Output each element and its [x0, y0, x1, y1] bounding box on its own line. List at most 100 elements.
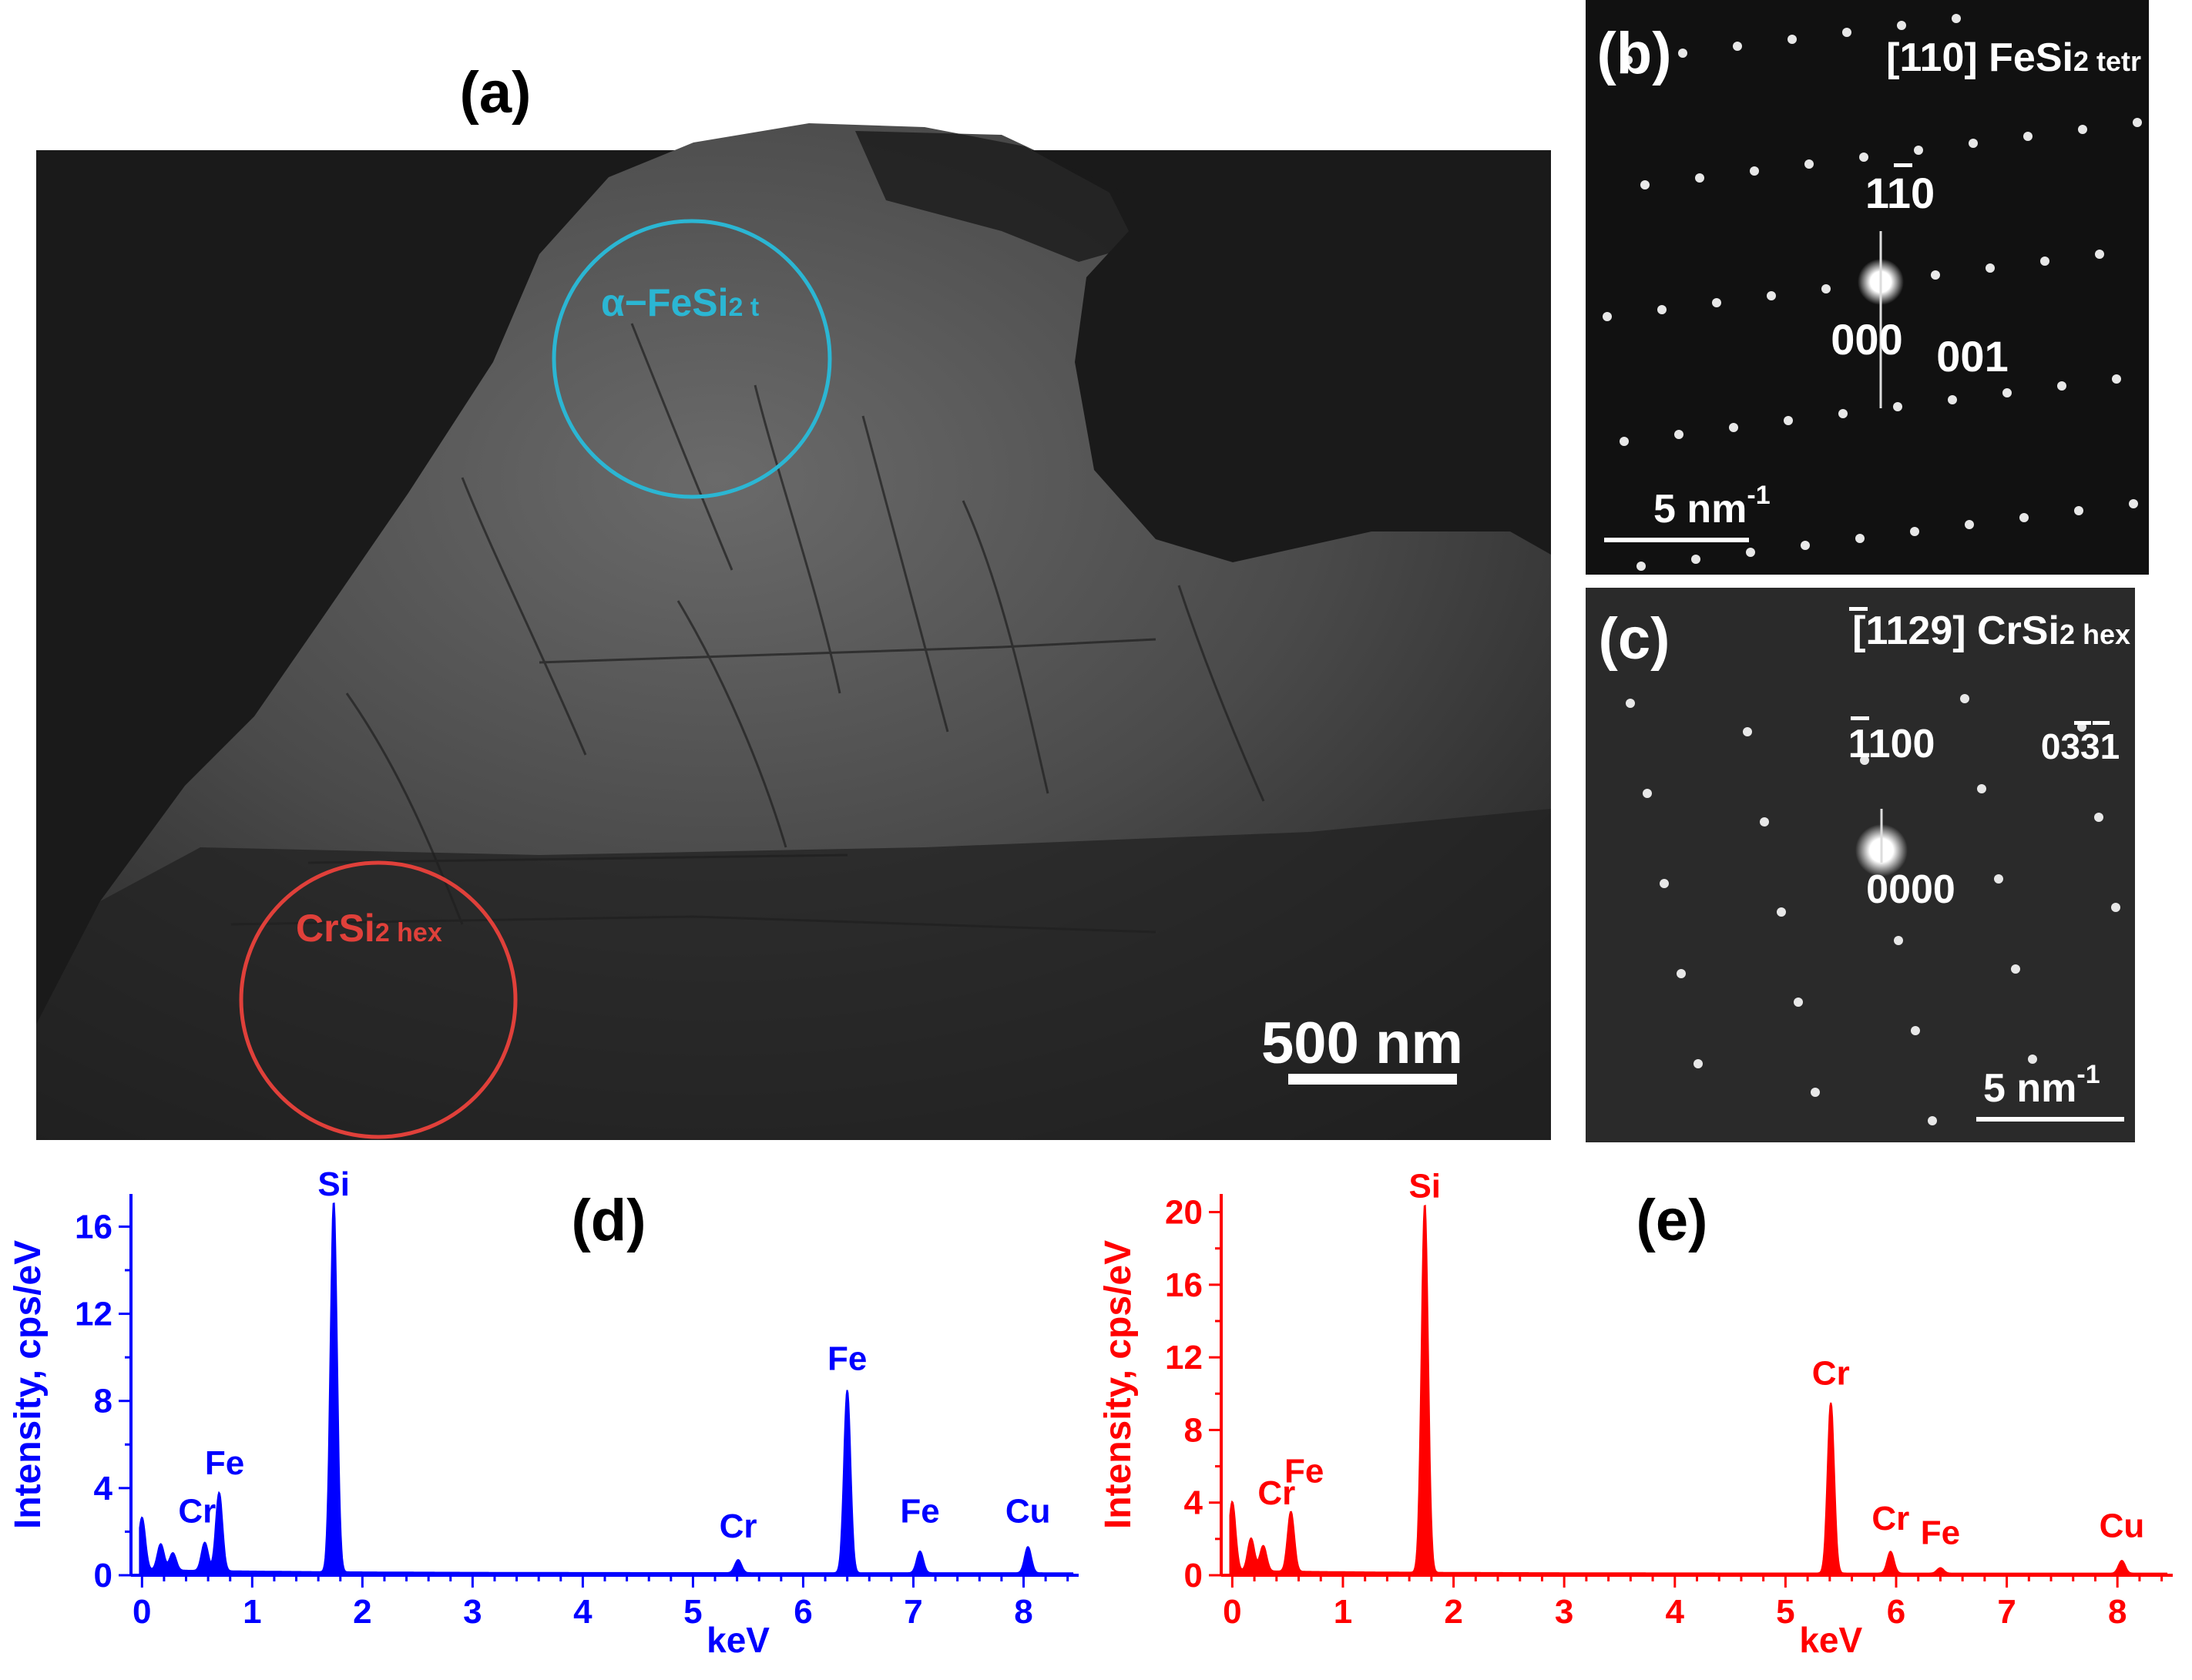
panel-label: (d)	[571, 1188, 646, 1253]
y-tick-label: 8	[94, 1383, 112, 1420]
y-tick-label: 16	[1165, 1266, 1203, 1304]
x-tick-label: 0	[1223, 1593, 1241, 1631]
diffraction-spot	[1746, 548, 1755, 557]
diffraction-spot	[1760, 817, 1769, 827]
diffraction-spot	[2133, 118, 2142, 127]
x-tick-label: 1	[1334, 1593, 1352, 1631]
y-tick-label: 0	[94, 1557, 112, 1594]
peak-annotation: Cr	[178, 1492, 216, 1530]
diffraction-spot	[1855, 534, 1865, 543]
diffraction-spot	[2112, 374, 2121, 384]
diffraction-spot	[2002, 388, 2012, 397]
peak-annotation: Cr	[1257, 1474, 1295, 1512]
spot-label-001: 001	[1936, 332, 2008, 381]
x-axis-label: keV	[1799, 1620, 1862, 1660]
x-tick-label: 7	[1997, 1593, 2016, 1631]
x-tick-label: 6	[794, 1593, 812, 1631]
spot-label-0331-overbar-a	[2074, 721, 2091, 725]
panel-b-label: (b)	[1596, 21, 1671, 86]
x-tick-label: 8	[1014, 1593, 1032, 1631]
diffraction-spot	[2040, 257, 2049, 266]
diffraction-spot	[1743, 727, 1752, 736]
panel-c-title-overbar	[1849, 607, 1868, 611]
peak-annotation: Cr	[1812, 1354, 1850, 1392]
x-tick-label: 6	[1887, 1593, 1905, 1631]
crsi2-region-circle	[239, 860, 518, 1139]
diffraction-spot	[2028, 1055, 2037, 1064]
diffraction-spot	[1952, 14, 1961, 23]
diffraction-spot	[2023, 132, 2033, 141]
diffraction-spot	[1811, 1088, 1820, 1097]
diffraction-spot	[1821, 284, 1831, 293]
peak-annotation: Cu	[2100, 1507, 2145, 1544]
panel-c: (c) [1129] CrSi2 hex 1100 0331 0000 5 nm…	[1586, 588, 2135, 1142]
spot-label-1100: 1100	[1848, 722, 1935, 766]
panel-a-scale-bar	[1288, 1074, 1457, 1085]
diffraction-spot	[1986, 263, 1995, 273]
peak-annotation: Fe	[900, 1492, 939, 1530]
diffraction-spot	[1643, 789, 1652, 798]
diffraction-spot	[1640, 180, 1650, 189]
panel-a: (a) α−FeSi2 t CrSi2 hex 500 nm	[36, 60, 1551, 1140]
peak-annotation: Cr	[1871, 1500, 1909, 1537]
peak-annotation: Cr	[720, 1507, 757, 1545]
diffraction-spot	[2095, 250, 2104, 259]
dislocation-lines	[230, 323, 1265, 934]
spot-label-000: 000	[1831, 315, 1902, 364]
diffraction-spot	[1969, 139, 1978, 148]
x-tick-label: 4	[573, 1593, 592, 1631]
panel-c-diffraction-spots	[1626, 694, 2120, 1125]
y-tick-label: 12	[75, 1296, 112, 1333]
x-tick-label: 2	[1444, 1593, 1462, 1631]
x-tick-label: 5	[683, 1593, 702, 1631]
diffraction-spot	[2011, 964, 2020, 974]
diffraction-spot	[1784, 416, 1793, 425]
y-tick-label: 12	[1165, 1339, 1203, 1377]
x-tick-label: 3	[1555, 1593, 1573, 1631]
diffraction-spot	[1626, 699, 1635, 708]
diffraction-spot	[2111, 903, 2120, 912]
panel-a-label: (a)	[460, 60, 532, 126]
y-axis-label: Intensity, cps/eV	[1098, 1240, 1139, 1529]
diffraction-spot	[1977, 784, 1986, 793]
diffraction-spot	[1620, 437, 1629, 446]
panel-label: (e)	[1636, 1188, 1708, 1253]
tem-dark-cap	[855, 131, 1133, 262]
y-axis-label: Intensity, cps/eV	[8, 1240, 49, 1529]
diffraction-spot	[1948, 395, 1957, 404]
x-tick-label: 7	[904, 1593, 922, 1631]
panel-b-diffraction-spots	[1603, 14, 2142, 571]
spot-label-0000: 0000	[1866, 867, 1955, 912]
diffraction-spot	[1965, 520, 1974, 529]
x-tick-label: 0	[133, 1593, 151, 1631]
x-tick-label: 4	[1666, 1593, 1685, 1631]
y-tick-label: 20	[1165, 1194, 1203, 1232]
diffraction-spot	[1794, 998, 1803, 1007]
diffraction-spot	[1894, 936, 1903, 945]
x-tick-label: 1	[243, 1593, 261, 1631]
x-tick-label: 8	[2108, 1593, 2127, 1631]
diffraction-spot	[1603, 312, 1612, 321]
alpha-fesi2-region-circle	[552, 219, 832, 499]
spectrum-trace	[1229, 1205, 2169, 1576]
peak-annotation: Fe	[205, 1444, 244, 1482]
diffraction-spot	[1674, 430, 1683, 439]
diffraction-spot	[1960, 694, 1969, 703]
panel-b-title: [110] FeSi2 tetr	[1886, 35, 2141, 80]
panel-c-scale-bar	[1976, 1117, 2124, 1122]
x-tick-label: 3	[463, 1593, 482, 1631]
peak-annotation: Fe	[827, 1340, 867, 1377]
diffraction-spot	[2019, 513, 2029, 522]
diffraction-spot	[1910, 527, 1919, 536]
y-tick-label: 4	[94, 1470, 113, 1507]
diffraction-spot	[1928, 1116, 1937, 1125]
diffraction-spot	[1678, 49, 1687, 58]
diffraction-spot	[1691, 555, 1700, 564]
peak-annotation: Si	[1408, 1168, 1441, 1206]
panel-b-scale-label: 5 nm-1	[1653, 481, 1771, 531]
alpha-fesi2-label: α−FeSi2 t	[601, 281, 759, 324]
diffraction-spot	[1788, 35, 1797, 44]
x-tick-label: 5	[1776, 1593, 1794, 1631]
